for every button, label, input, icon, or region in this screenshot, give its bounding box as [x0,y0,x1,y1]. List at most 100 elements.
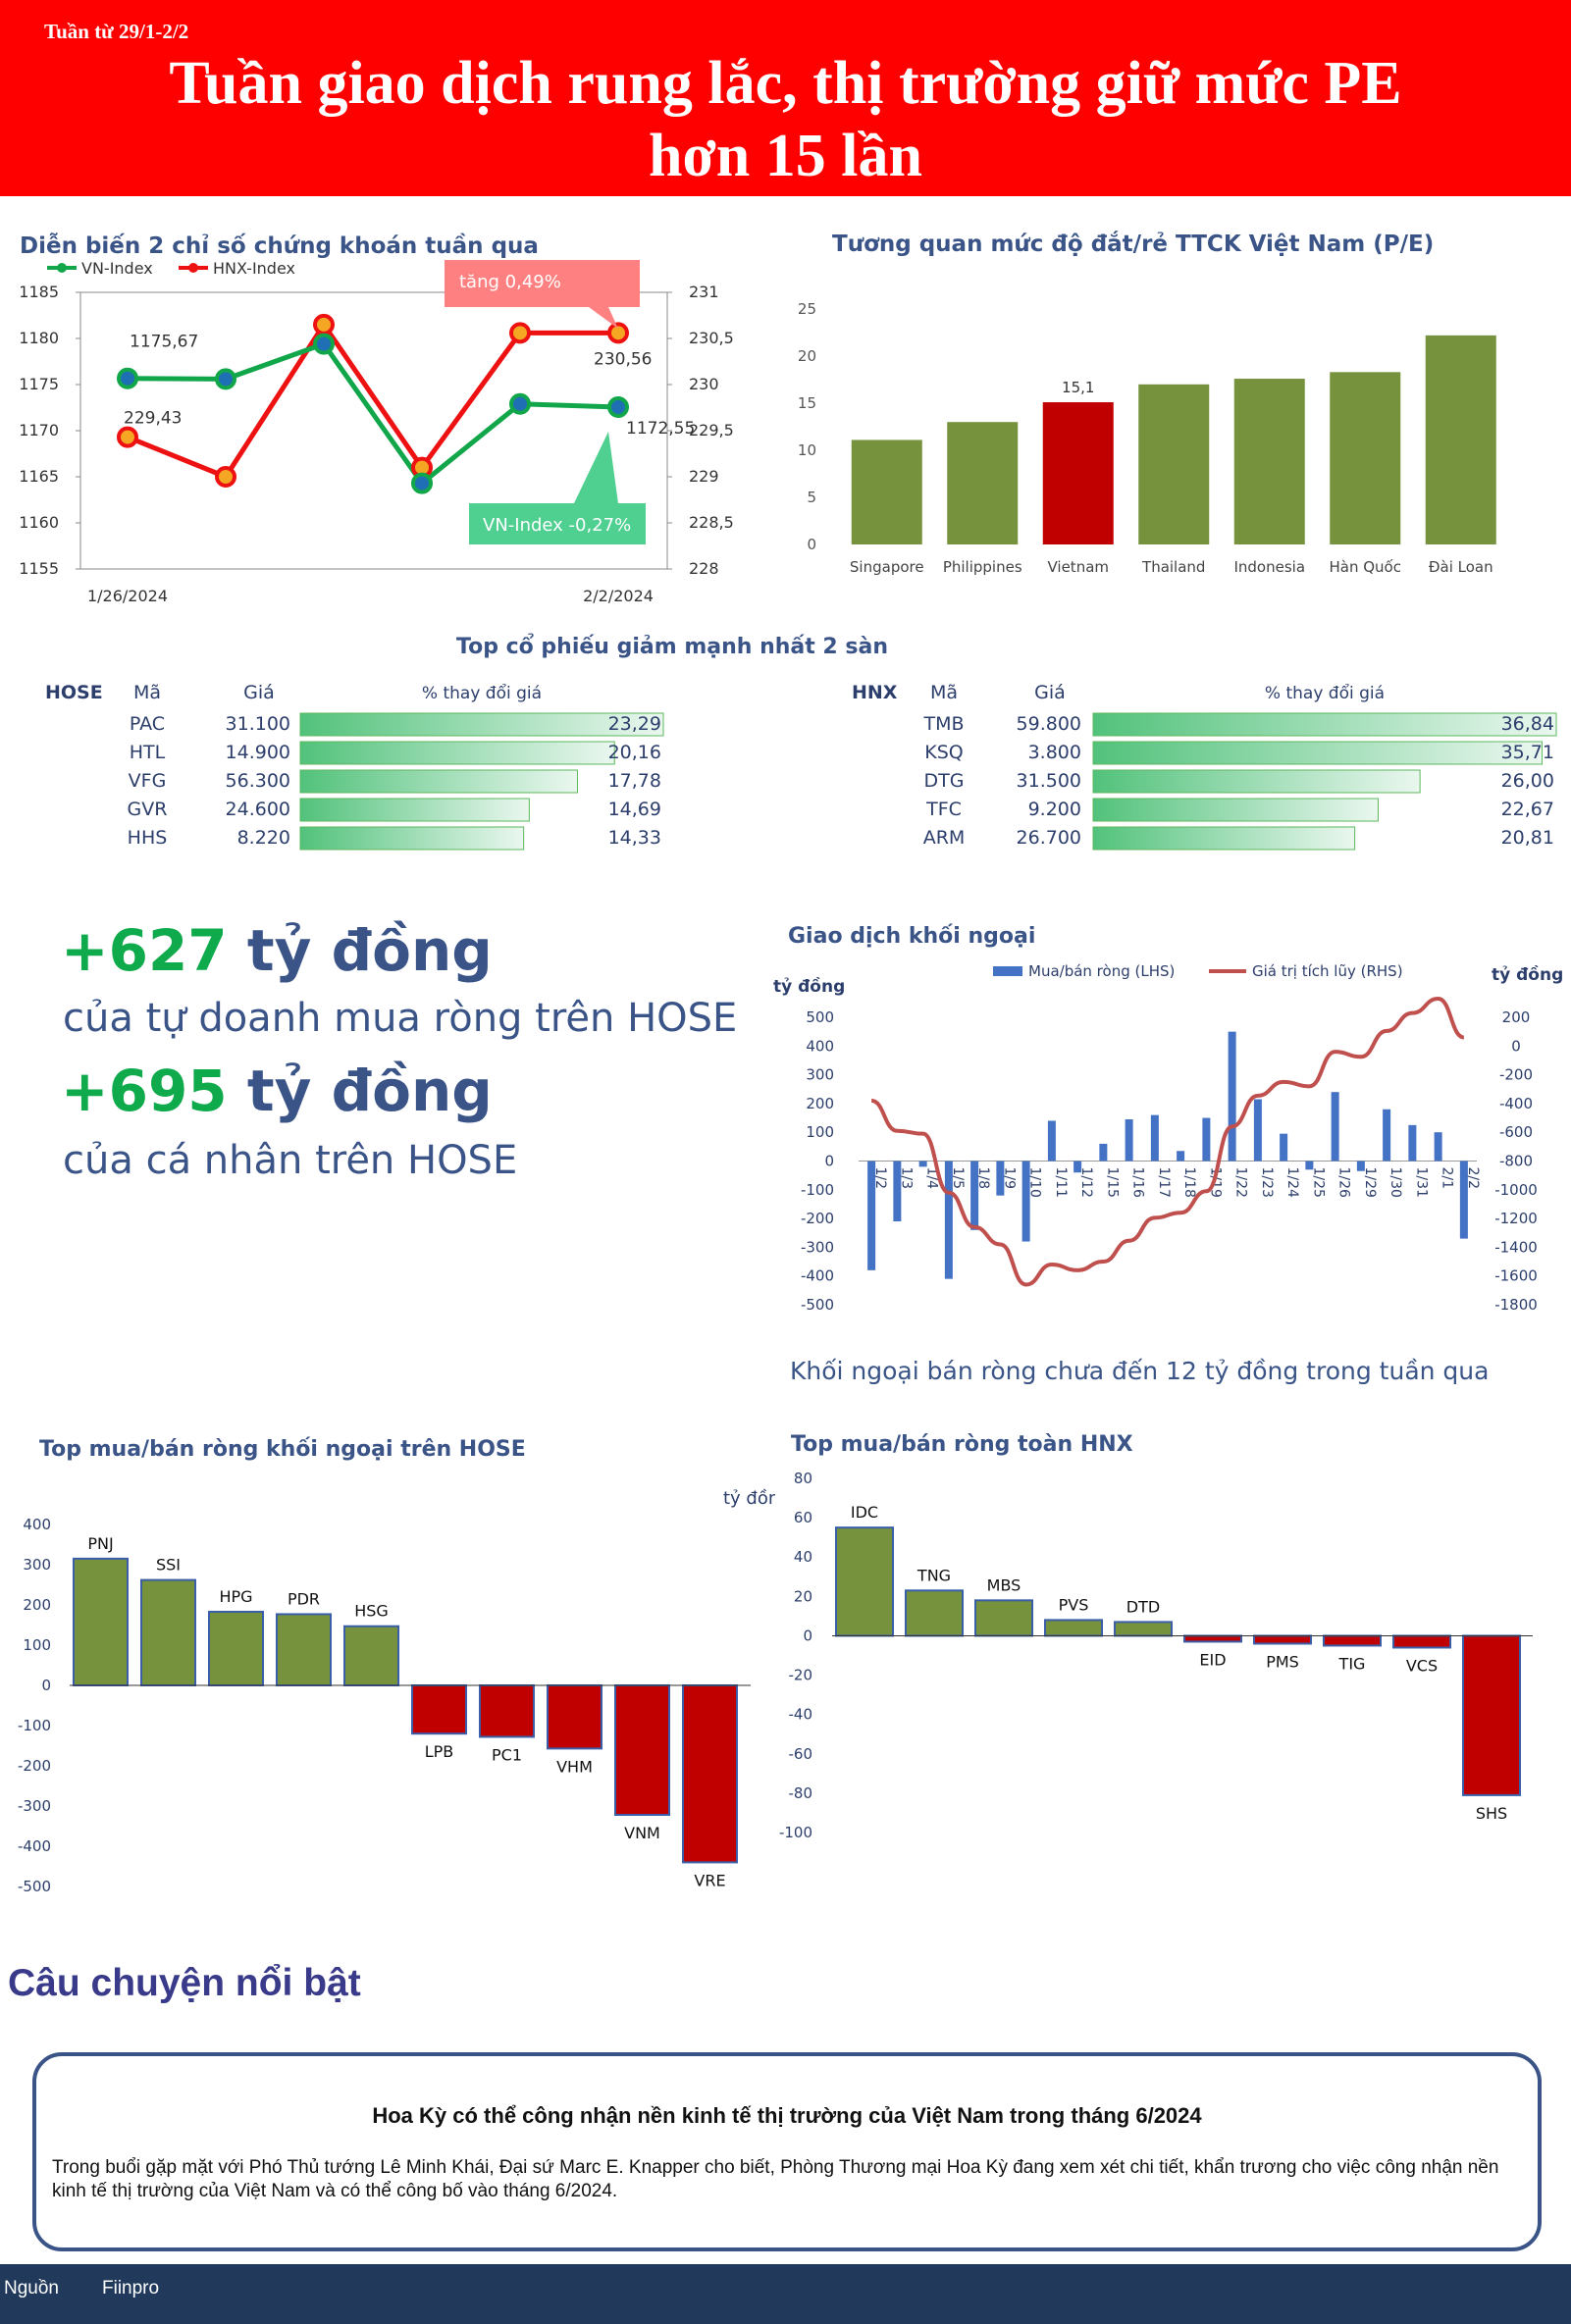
foreign-y-tick-left: 500 [806,1008,834,1026]
hose-y-tick: -400 [18,1837,51,1855]
hnx-exchange-label: HNX [852,682,898,703]
pe-category-label: Hàn Quốc [1330,558,1401,576]
hnx-bar-tig [1323,1634,1382,1647]
foreign-y-tick-left: 0 [824,1153,834,1170]
hnx-callout-text: tăng 0,49% [459,272,561,292]
legend-vn-label: VN-Index [81,259,153,278]
pe-highlight-label: 15,1 [1062,379,1094,396]
hnx-row-bar [1092,826,1356,851]
hose-row-price: 14.900 [226,742,290,763]
y-tick-left: 1180 [19,329,59,347]
hose-y-tick: -100 [18,1717,51,1734]
source-value: Fiinpro [102,2278,160,2298]
hnx-y-tick: -20 [789,1667,813,1684]
hnx-bar-mbs [974,1599,1033,1637]
foreign-net-bar [918,1161,927,1167]
foreign-y-tick-left: 300 [806,1066,834,1084]
vn-first-label: 1175,67 [130,333,198,352]
foreign-x-tick: 1/29 [1362,1167,1378,1198]
foreign-net-bar [1047,1120,1056,1162]
hose-bar-hpg [208,1610,264,1686]
hnx-callout-box [445,260,640,329]
foreign-cumulative-line [870,996,1465,1287]
hose-bar-pnj [73,1557,129,1686]
pe-bar-đài-loan [1425,335,1496,544]
decliners-tables: HOSE Mã Giá % thay đổi giá PAC 31.100 23,29 HTL… [45,682,1557,851]
legend-hnx-label: HNX-Index [213,259,295,278]
foreign-unit-right: tỷ đồng [1492,964,1563,985]
hnx-row-pct: 26,00 [1501,770,1554,792]
y-tick-right: 228 [689,559,719,578]
hnx-row-price: 31.500 [1017,770,1081,792]
foreign-x-tick: 1/8 [975,1167,991,1190]
week-label: Tuần từ 29/1-2/2 [44,20,189,43]
hnx-row-price: 9.200 [1028,799,1081,820]
hnx-y-tick: 60 [794,1509,812,1526]
foreign-x-tick: 1/4 [924,1167,940,1190]
page-title-line2: hơn 15 lần [649,123,922,189]
legend-hnx-marker [188,263,198,273]
pe-category-label: Singapore [850,558,924,576]
pe-bar-thailand [1138,384,1210,544]
prop-desc: của tự doanh mua ròng trên HOSE [63,996,738,1041]
vn-series-line [127,340,619,488]
hose-row-pct: 17,78 [608,770,661,792]
legend-bar-swatch [993,966,1022,976]
foreign-y-tick-left: 100 [806,1123,834,1141]
hose-y-tick: -300 [18,1797,51,1815]
hose-y-tick: 300 [23,1556,51,1574]
pe-category-label: Vietnam [1047,558,1109,576]
indiv-value: +695 [61,1058,228,1124]
foreign-x-tick: 1/3 [898,1167,914,1190]
hose-category-label: PC1 [492,1745,522,1764]
hose-bar-vre [682,1684,738,1864]
foreign-x-tick: 1/31 [1413,1167,1429,1198]
foreign-y-tick-right: -400 [1499,1095,1533,1112]
hnx-header-code: Mã [930,682,958,703]
header-banner: Tuần từ 29/1-2/2 Tuần giao dịch rung lắc… [0,0,1571,196]
page-title-line1: Tuần giao dịch rung lắc, thị trường giữ … [169,50,1402,117]
hnx-row-code: KSQ [924,742,963,763]
hnx-row-code: TFC [925,799,962,820]
hose-row-bar [299,712,664,737]
hnx-category-label: PMS [1266,1652,1299,1671]
prop-value: +627 [61,917,228,984]
hnx-row-price: 3.800 [1028,742,1081,763]
pe-category-label: Đài Loan [1429,558,1493,576]
hose-row-code: HTL [130,742,166,763]
foreign-y-tick-left: -200 [801,1210,834,1227]
foreign-y-tick-right: -600 [1499,1123,1533,1141]
foreign-y-tick-right: -1200 [1494,1210,1538,1227]
hnx-category-label: VCS [1406,1656,1438,1675]
y-tick-left: 1170 [19,421,59,439]
foreign-net-bar [1383,1109,1391,1162]
foreign-x-tick: 1/9 [1001,1167,1017,1190]
y-tick-left: 1175 [19,375,59,393]
hose-bar-pc1 [479,1684,535,1738]
vn-callout-box [469,432,646,544]
hose-bar-vnm [614,1684,670,1817]
foreign-y-tick-left: 200 [806,1095,834,1112]
hnx-category-label: TNG [916,1566,951,1584]
hnx-header-pct: % thay đổi giá [1265,683,1385,703]
foreign-x-tick: 1/11 [1053,1167,1069,1198]
foreign-net-bar [970,1161,979,1230]
foreign-net-bar [1356,1161,1365,1171]
hnx-y-tick: 0 [803,1627,812,1644]
hose-header-price: Giá [243,682,275,703]
hose-exchange-label: HOSE [45,682,103,703]
hnx-bar-shs [1462,1634,1521,1796]
hnx-category-label: SHS [1476,1804,1507,1823]
hose-bar-pdr [276,1613,332,1686]
decliners-title: Top cổ phiếu giảm mạnh nhất 2 sàn [456,635,888,659]
pe-category-label: Philippines [943,558,1022,576]
hose-category-label: SSI [156,1556,181,1575]
hose-row-price: 8.220 [237,827,290,849]
legend-vn-marker [57,263,67,273]
vn-point [117,367,138,389]
foreign-y-tick-left: 400 [806,1037,834,1055]
pe-y-tick: 25 [798,300,816,318]
y-tick-left: 1155 [19,559,59,578]
pe-y-tick: 5 [807,489,816,506]
foreign-net-bar [867,1161,876,1270]
